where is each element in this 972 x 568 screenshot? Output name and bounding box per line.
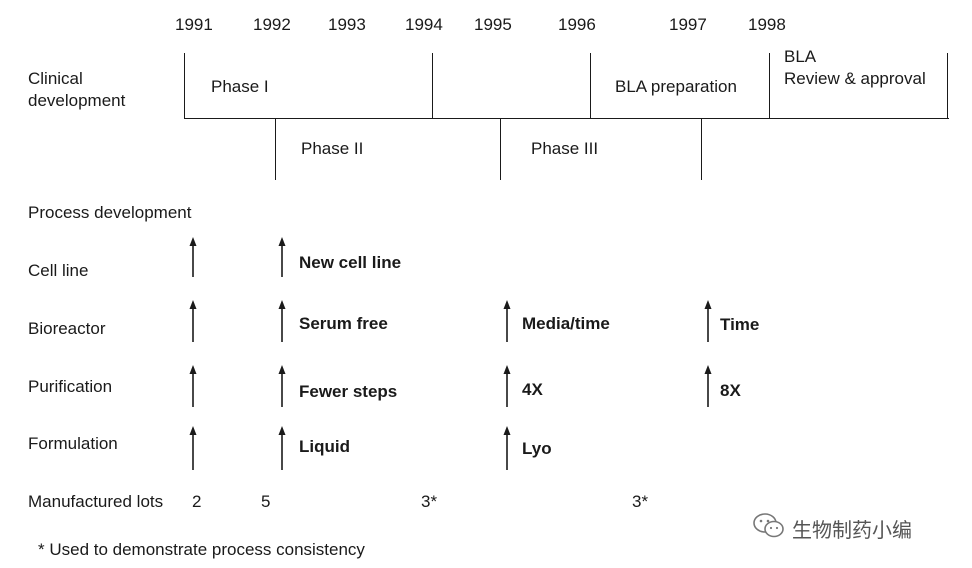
watermark-text: 生物制药小编 [792, 518, 912, 542]
phase3-label: Phase III [531, 139, 599, 158]
change-liquid: Liquid [299, 437, 350, 456]
process-development-heading: Process development [28, 203, 192, 222]
up-arrow-icon [277, 365, 287, 407]
purification-row-label: Purification [28, 377, 113, 396]
up-arrow-icon [188, 426, 198, 470]
year-label: 1993 [328, 15, 366, 34]
up-arrow-icon [502, 300, 512, 342]
up-arrow-icon [502, 365, 512, 407]
year-label: 1996 [558, 15, 596, 34]
phase3-end-tick [701, 118, 702, 180]
bioreactor-row-label: Bioreactor [28, 319, 106, 338]
up-arrow-icon [703, 365, 713, 407]
clinical-development-label-line2: development [28, 91, 126, 110]
formulation-row-label: Formulation [28, 434, 118, 453]
change-8x: 8X [720, 381, 741, 400]
change-lyo: Lyo [522, 439, 552, 458]
year-label: 1995 [474, 15, 512, 34]
lots-value: 3* [632, 492, 649, 511]
lots-value: 5 [261, 492, 271, 511]
manufactured-lots-label: Manufactured lots [28, 492, 164, 511]
phase2-start-tick [275, 118, 276, 180]
up-arrow-icon [277, 237, 287, 277]
phase1-label: Phase I [211, 77, 269, 96]
phase3-start-tick [500, 118, 501, 180]
year-label: 1998 [748, 15, 786, 34]
bla-preparation-label: BLA preparation [615, 77, 737, 96]
lots-value: 2 [192, 492, 202, 511]
up-arrow-icon [277, 300, 287, 342]
timeline-tick-1991 [184, 53, 185, 119]
change-fewer-steps: Fewer steps [299, 382, 398, 401]
timeline-tick-1998 [769, 53, 770, 119]
bla-review-label-line2: Review & approval [784, 69, 926, 88]
change-new-cell-line: New cell line [299, 253, 402, 272]
change-media-time: Media/time [522, 314, 610, 333]
phase2-label: Phase II [301, 139, 364, 158]
bla-review-label-line1: BLA [784, 47, 817, 66]
watermark: 生物制药小编 [752, 512, 912, 545]
timeline-tick-end [947, 53, 948, 119]
year-label: 1994 [405, 15, 443, 34]
lots-value: 3* [421, 492, 438, 511]
year-label: 1997 [669, 15, 707, 34]
change-time: Time [720, 315, 760, 334]
timeline-tick-1996 [590, 53, 591, 119]
year-label: 1991 [175, 15, 213, 34]
wechat-icon [752, 512, 786, 545]
up-arrow-icon [188, 365, 198, 407]
clinical-development-label-line1: Clinical [28, 69, 83, 88]
up-arrow-icon [277, 426, 287, 470]
up-arrow-icon [502, 426, 512, 470]
up-arrow-icon [703, 300, 713, 342]
change-serum-free: Serum free [299, 314, 388, 333]
cell-line-row-label: Cell line [28, 261, 89, 280]
clinical-timeline-baseline [184, 118, 949, 119]
change-4x: 4X [522, 380, 543, 399]
up-arrow-icon [188, 300, 198, 342]
footnote: * Used to demonstrate process consistenc… [38, 540, 365, 559]
year-label: 1992 [253, 15, 291, 34]
up-arrow-icon [188, 237, 198, 277]
timeline-tick-1994 [432, 53, 433, 119]
